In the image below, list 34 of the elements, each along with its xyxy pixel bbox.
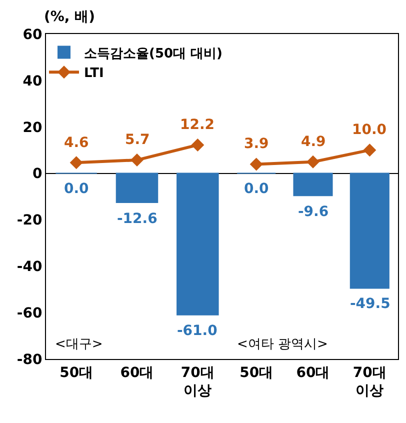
data-label: -9.6 [298,204,329,220]
y-tick-label: -40 [16,259,42,276]
annotation: <여타 광역시> [237,337,328,352]
x-tick-label: 50대 [60,364,94,381]
data-label: 0.0 [244,181,270,197]
point [70,156,83,170]
data-label: 3.9 [244,136,269,152]
y-tick-label: -20 [16,212,42,229]
x-tick-label: 50대 [240,364,274,381]
x-tick-label: 60대 [296,364,330,381]
annotation: <대구> [55,337,103,352]
data-label: 4.9 [301,134,326,150]
x-tick-label: 70대 이상 [352,364,386,399]
y-tick-label: 60 [22,26,42,43]
data-label: -61.0 [177,323,218,339]
y-tick-label: 20 [22,120,42,136]
data-label: 0.0 [64,181,90,197]
x-tick-label: 60대 [120,364,154,381]
legend-label: LTI [84,66,104,82]
y-axis-title: (%, 배) [44,9,96,25]
y-tick-label: 0 [32,166,42,182]
data-label: 5.7 [125,132,150,148]
data-label: 10.0 [352,122,387,138]
data-label: 4.6 [64,135,89,151]
y-tick-label: -80 [16,352,42,368]
x-tick-label: 70대 이상 [180,364,214,399]
y-tick-label: -60 [16,305,42,322]
data-label: -12.6 [117,211,158,227]
legend-label: 소득감소율(50대 대비) [84,46,222,62]
data-label: -49.5 [350,296,390,312]
point [130,154,144,167]
y-tick-label: 40 [22,73,42,90]
data-label: 12.2 [180,117,215,133]
point [191,138,204,152]
